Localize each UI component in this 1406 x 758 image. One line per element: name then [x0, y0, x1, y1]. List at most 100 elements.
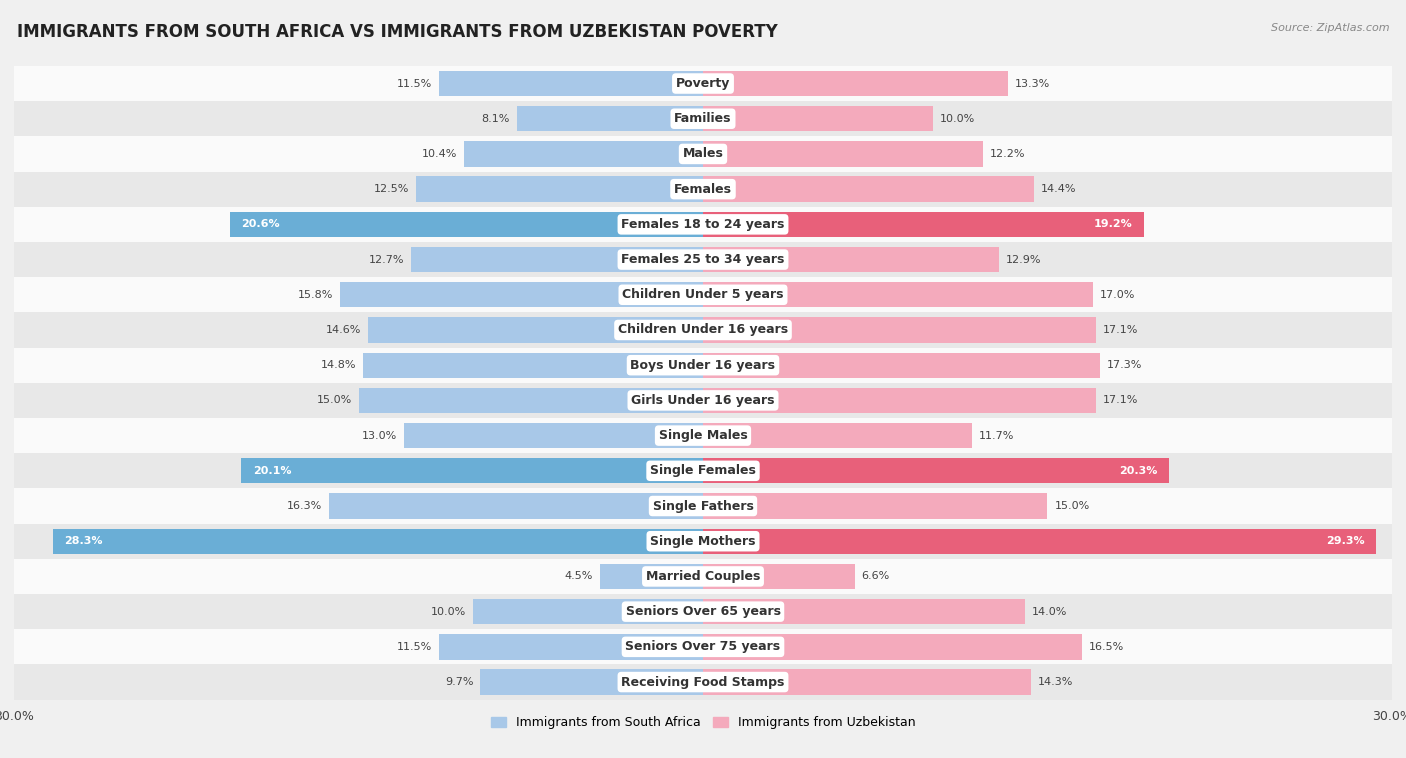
Text: 20.3%: 20.3%: [1119, 466, 1157, 476]
Bar: [412, 247, 703, 272]
Bar: [703, 282, 1094, 308]
Text: 6.6%: 6.6%: [862, 572, 890, 581]
Text: 28.3%: 28.3%: [65, 536, 103, 547]
Text: 14.6%: 14.6%: [325, 325, 361, 335]
Bar: [703, 423, 972, 448]
Bar: [703, 528, 1376, 554]
Text: 14.3%: 14.3%: [1038, 677, 1074, 687]
Text: 15.0%: 15.0%: [316, 396, 352, 406]
Bar: [14, 488, 1392, 524]
Text: 13.0%: 13.0%: [363, 431, 398, 440]
Bar: [703, 247, 1000, 272]
Bar: [474, 599, 703, 625]
Bar: [703, 211, 1144, 237]
Text: 11.5%: 11.5%: [396, 642, 432, 652]
Bar: [14, 453, 1392, 488]
Text: Children Under 5 years: Children Under 5 years: [623, 288, 783, 301]
Bar: [439, 70, 703, 96]
Text: 19.2%: 19.2%: [1094, 219, 1132, 230]
Bar: [703, 493, 1047, 518]
Text: Single Males: Single Males: [658, 429, 748, 442]
Bar: [359, 388, 703, 413]
Bar: [14, 594, 1392, 629]
Bar: [14, 207, 1392, 242]
Bar: [703, 177, 1033, 202]
Bar: [340, 282, 703, 308]
Text: 10.4%: 10.4%: [422, 149, 457, 159]
Bar: [14, 312, 1392, 348]
Text: IMMIGRANTS FROM SOUTH AFRICA VS IMMIGRANTS FROM UZBEKISTAN POVERTY: IMMIGRANTS FROM SOUTH AFRICA VS IMMIGRAN…: [17, 23, 778, 41]
Text: Females 25 to 34 years: Females 25 to 34 years: [621, 253, 785, 266]
Text: Poverty: Poverty: [676, 77, 730, 90]
Text: Boys Under 16 years: Boys Under 16 years: [630, 359, 776, 371]
Bar: [53, 528, 703, 554]
Bar: [599, 564, 703, 589]
Text: Females 18 to 24 years: Females 18 to 24 years: [621, 218, 785, 231]
Bar: [703, 388, 1095, 413]
Text: Seniors Over 65 years: Seniors Over 65 years: [626, 605, 780, 618]
Text: 4.5%: 4.5%: [564, 572, 593, 581]
Text: 12.5%: 12.5%: [374, 184, 409, 194]
Text: 20.1%: 20.1%: [253, 466, 291, 476]
Text: 12.2%: 12.2%: [990, 149, 1025, 159]
Text: 15.8%: 15.8%: [298, 290, 333, 299]
Text: 10.0%: 10.0%: [939, 114, 974, 124]
Bar: [14, 524, 1392, 559]
Bar: [231, 211, 703, 237]
Text: 17.3%: 17.3%: [1107, 360, 1143, 370]
Text: 17.1%: 17.1%: [1102, 396, 1137, 406]
Text: 11.5%: 11.5%: [396, 79, 432, 89]
Bar: [703, 669, 1032, 695]
Bar: [703, 634, 1083, 659]
Text: Girls Under 16 years: Girls Under 16 years: [631, 394, 775, 407]
Bar: [14, 629, 1392, 665]
Bar: [14, 171, 1392, 207]
Bar: [242, 458, 703, 484]
Bar: [14, 348, 1392, 383]
Text: Females: Females: [673, 183, 733, 196]
Text: Source: ZipAtlas.com: Source: ZipAtlas.com: [1271, 23, 1389, 33]
Bar: [703, 352, 1101, 377]
Bar: [703, 70, 1008, 96]
Text: Seniors Over 75 years: Seniors Over 75 years: [626, 641, 780, 653]
Text: 29.3%: 29.3%: [1326, 536, 1364, 547]
Bar: [703, 564, 855, 589]
Text: Married Couples: Married Couples: [645, 570, 761, 583]
Text: 14.0%: 14.0%: [1032, 606, 1067, 617]
Bar: [703, 318, 1095, 343]
Text: Children Under 16 years: Children Under 16 years: [619, 324, 787, 337]
Bar: [14, 242, 1392, 277]
Bar: [481, 669, 703, 695]
Text: 15.0%: 15.0%: [1054, 501, 1090, 511]
Bar: [14, 136, 1392, 171]
Text: 14.4%: 14.4%: [1040, 184, 1076, 194]
Text: 8.1%: 8.1%: [482, 114, 510, 124]
Bar: [14, 383, 1392, 418]
Text: 12.7%: 12.7%: [368, 255, 405, 265]
Bar: [703, 458, 1170, 484]
Text: 13.3%: 13.3%: [1015, 79, 1050, 89]
Text: 11.7%: 11.7%: [979, 431, 1014, 440]
Text: 10.0%: 10.0%: [432, 606, 467, 617]
Bar: [464, 141, 703, 167]
Bar: [329, 493, 703, 518]
Bar: [439, 634, 703, 659]
Text: Single Fathers: Single Fathers: [652, 500, 754, 512]
Bar: [703, 106, 932, 131]
Text: Single Mothers: Single Mothers: [650, 534, 756, 548]
Bar: [14, 665, 1392, 700]
Text: 12.9%: 12.9%: [1007, 255, 1042, 265]
Text: Males: Males: [682, 148, 724, 161]
Text: 16.5%: 16.5%: [1088, 642, 1123, 652]
Bar: [416, 177, 703, 202]
Bar: [703, 141, 983, 167]
Bar: [14, 277, 1392, 312]
Bar: [405, 423, 703, 448]
Text: 17.1%: 17.1%: [1102, 325, 1137, 335]
Text: Receiving Food Stamps: Receiving Food Stamps: [621, 675, 785, 688]
Text: 20.6%: 20.6%: [242, 219, 280, 230]
Bar: [14, 101, 1392, 136]
Text: 17.0%: 17.0%: [1101, 290, 1136, 299]
Bar: [368, 318, 703, 343]
Bar: [703, 599, 1025, 625]
